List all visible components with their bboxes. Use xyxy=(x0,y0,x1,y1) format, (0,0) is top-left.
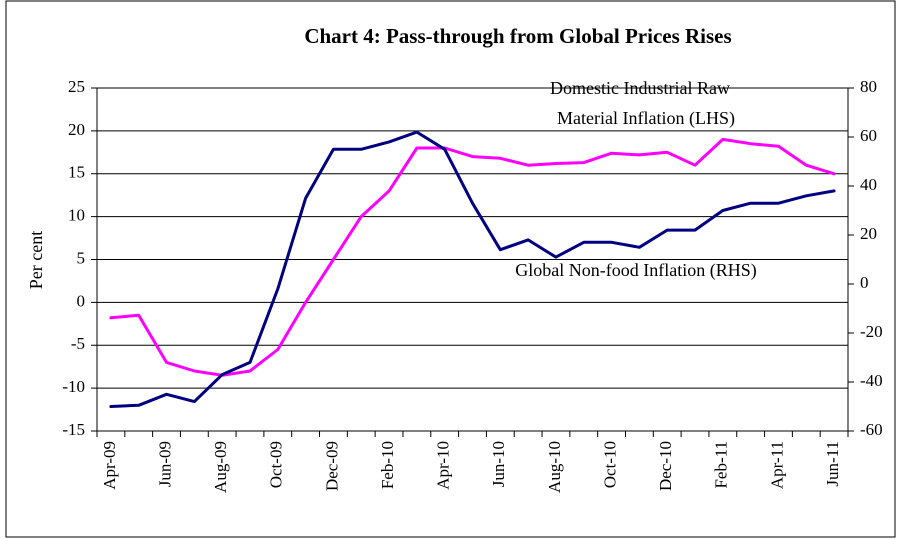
x-tick-label: Apr-09 xyxy=(100,441,119,490)
x-tick-label: Dec-10 xyxy=(656,441,675,491)
y-tick-label: 20 xyxy=(68,120,85,139)
x-tick-label: Oct-09 xyxy=(267,441,286,488)
y-tick-label: 10 xyxy=(68,206,85,225)
y-tick-label: -10 xyxy=(62,377,85,396)
x-tick-label: Aug-09 xyxy=(211,441,230,493)
x-tick-label: Jun-09 xyxy=(155,441,174,487)
chart-title: Chart 4: Pass-through from Global Prices… xyxy=(304,24,731,48)
x-tick-label: Apr-10 xyxy=(434,441,453,490)
y-tick-label: 0 xyxy=(77,291,86,310)
x-tick-label: Dec-09 xyxy=(322,441,341,491)
x-tick-label: Aug-10 xyxy=(545,441,564,493)
y-axis-label: Per cent xyxy=(26,231,46,289)
y-tick-label: 5 xyxy=(77,248,86,267)
x-tick-label: Oct-10 xyxy=(600,441,619,488)
x-tick-label: Apr-11 xyxy=(767,441,786,489)
frame xyxy=(5,0,896,538)
annotation: Global Non-food Inflation (RHS) xyxy=(515,260,756,281)
y2-tick-label: 80 xyxy=(860,77,877,96)
y-tick-label: -5 xyxy=(71,334,85,353)
y2-tick-label: 60 xyxy=(860,126,877,145)
y-tick-label: 15 xyxy=(68,163,85,182)
y2-tick-label: 40 xyxy=(860,175,877,194)
x-tick-label: Feb-11 xyxy=(712,441,731,489)
y2-tick-label: 20 xyxy=(860,224,877,243)
y-tick-label: 25 xyxy=(68,77,85,96)
y2-tick-label: 0 xyxy=(860,273,869,292)
y2-tick-label: -20 xyxy=(860,322,883,341)
series-line xyxy=(109,137,836,377)
y2-tick-label: -60 xyxy=(860,420,883,439)
annotation: Material Inflation (LHS) xyxy=(557,108,735,129)
y2-tick-label: -40 xyxy=(860,371,883,390)
x-tick-label: Jun-11 xyxy=(823,441,842,487)
series-line xyxy=(109,130,836,408)
x-tick-label: Feb-10 xyxy=(378,441,397,489)
x-tick-label: Jun-10 xyxy=(489,441,508,487)
y-tick-label: -15 xyxy=(62,420,85,439)
